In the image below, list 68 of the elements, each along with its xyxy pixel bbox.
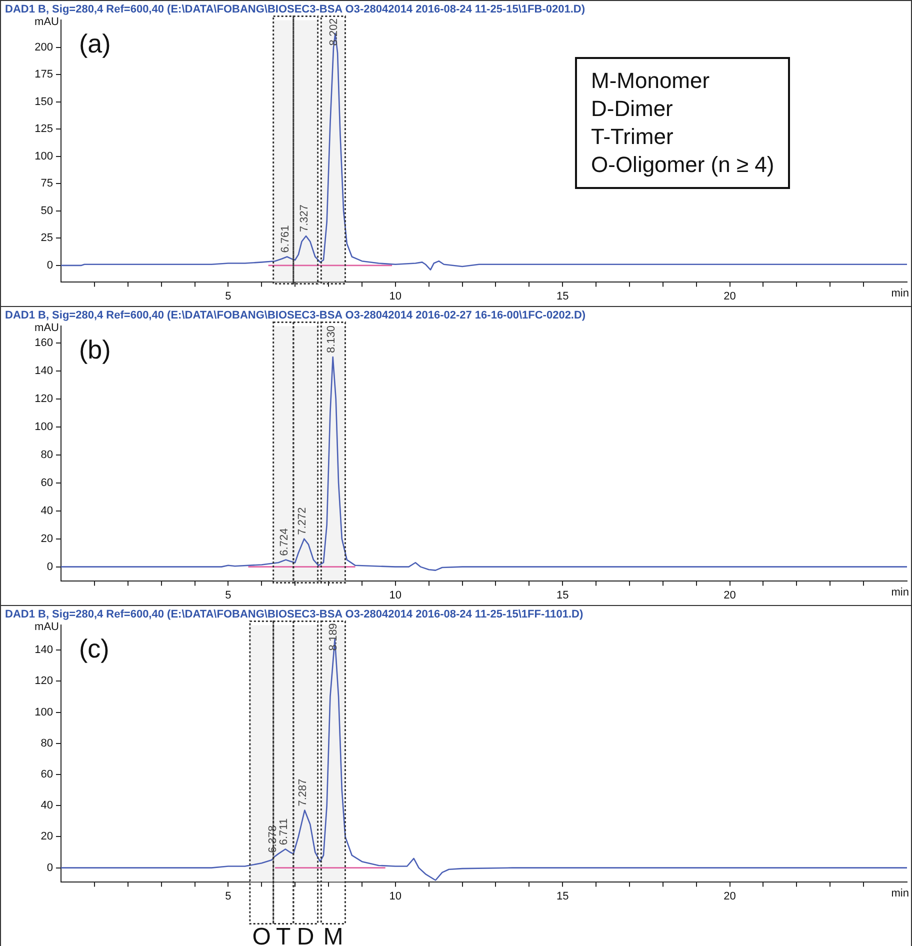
x-tick-label: 10 — [389, 290, 402, 302]
band-label: T — [276, 923, 292, 946]
y-tick-label: 175 — [34, 68, 53, 81]
y-tick-label: 120 — [34, 392, 53, 405]
x-axis-title: min — [891, 586, 909, 598]
annotation: 6.761 — [280, 225, 292, 253]
x-tick-label: 10 — [389, 890, 402, 902]
annotation: (a) — [79, 28, 111, 58]
y-tick-label: 20 — [40, 532, 53, 545]
y-tick-label: 80 — [40, 448, 53, 461]
y-tick-label: 60 — [40, 768, 53, 781]
x-tick-label: 20 — [724, 890, 736, 902]
annotation: 6.711 — [278, 818, 290, 846]
annotation: 8.202 — [328, 18, 340, 46]
annotation: T-Trimer — [591, 123, 674, 151]
y-tick-label: 60 — [40, 476, 53, 489]
annotation: (c) — [79, 633, 110, 664]
y-axis-title: mAU — [34, 322, 60, 334]
y-tick-label: 140 — [34, 644, 53, 656]
y-tick-label: 150 — [34, 96, 53, 108]
chart-title: DAD1 B, Sig=280,4 Ref=600,40 (E:\DATA\FOBANG\BIOSEC3-BSA O3-28042014 2016-02-27 16-16-00\1FC-0202.D) — [5, 310, 586, 322]
annotation: 6.724 — [278, 528, 290, 556]
band-label: O — [252, 923, 271, 946]
x-axis-title: min — [891, 887, 909, 900]
x-tick-label: 5 — [225, 890, 232, 902]
y-axis-title: mAU — [34, 16, 60, 28]
annotation: 8.130 — [325, 325, 338, 353]
band-label: M — [323, 923, 344, 946]
x-tick-label: 5 — [225, 589, 232, 602]
y-tick-label: 0 — [46, 862, 53, 874]
annotation: 7.327 — [298, 204, 311, 232]
band-label: D — [296, 923, 314, 946]
y-tick-label: 0 — [46, 560, 53, 573]
annotation: O-Oligomer (n ≥ 4) — [591, 151, 774, 179]
y-tick-label: 100 — [34, 706, 53, 718]
y-tick-label: 40 — [40, 504, 53, 517]
chart-title: DAD1 B, Sig=280,4 Ref=600,40 (E:\DATA\FOBANG\BIOSEC3-BSA O3-28042014 2016-08-24 11-25-15\1FF-1101.D) — [5, 608, 584, 621]
y-tick-label: 200 — [34, 41, 53, 54]
y-tick-label: 100 — [34, 420, 53, 433]
y-tick-label: 0 — [46, 259, 53, 272]
x-axis-title: min — [891, 287, 909, 300]
annotation: D-Dimer — [591, 95, 674, 123]
annotation: (b) — [79, 334, 111, 364]
annotation: M-Monomer — [591, 67, 711, 95]
x-tick-label: 15 — [556, 290, 569, 302]
y-tick-label: 20 — [40, 830, 53, 843]
annotation: 7.287 — [297, 778, 310, 806]
annotation: 8.189 — [327, 623, 340, 651]
y-tick-label: 125 — [34, 123, 53, 136]
y-tick-label: 25 — [40, 232, 53, 244]
y-tick-label: 100 — [34, 150, 53, 162]
annotation: 7.272 — [296, 507, 309, 535]
y-tick-label: 80 — [40, 737, 53, 750]
annotation: 6.378 — [266, 825, 279, 853]
x-tick-label: 10 — [389, 589, 402, 602]
y-tick-label: 75 — [40, 178, 53, 190]
x-tick-label: 20 — [724, 589, 736, 602]
x-tick-label: 15 — [556, 589, 569, 602]
y-tick-label: 40 — [40, 800, 53, 812]
x-tick-label: 15 — [556, 890, 569, 902]
chart-title: DAD1 B, Sig=280,4 Ref=600,40 (E:\DATA\FOBANG\BIOSEC3-BSA O3-28042014 2016-08-24 11-25-15\1FB-0201.D) — [5, 4, 586, 16]
y-tick-label: 160 — [34, 337, 53, 350]
y-axis-title: mAU — [34, 621, 60, 634]
x-tick-label: 20 — [724, 290, 736, 302]
y-tick-label: 140 — [34, 364, 53, 377]
y-tick-label: 50 — [40, 204, 53, 217]
x-tick-label: 5 — [225, 290, 232, 302]
y-tick-label: 120 — [34, 675, 53, 688]
